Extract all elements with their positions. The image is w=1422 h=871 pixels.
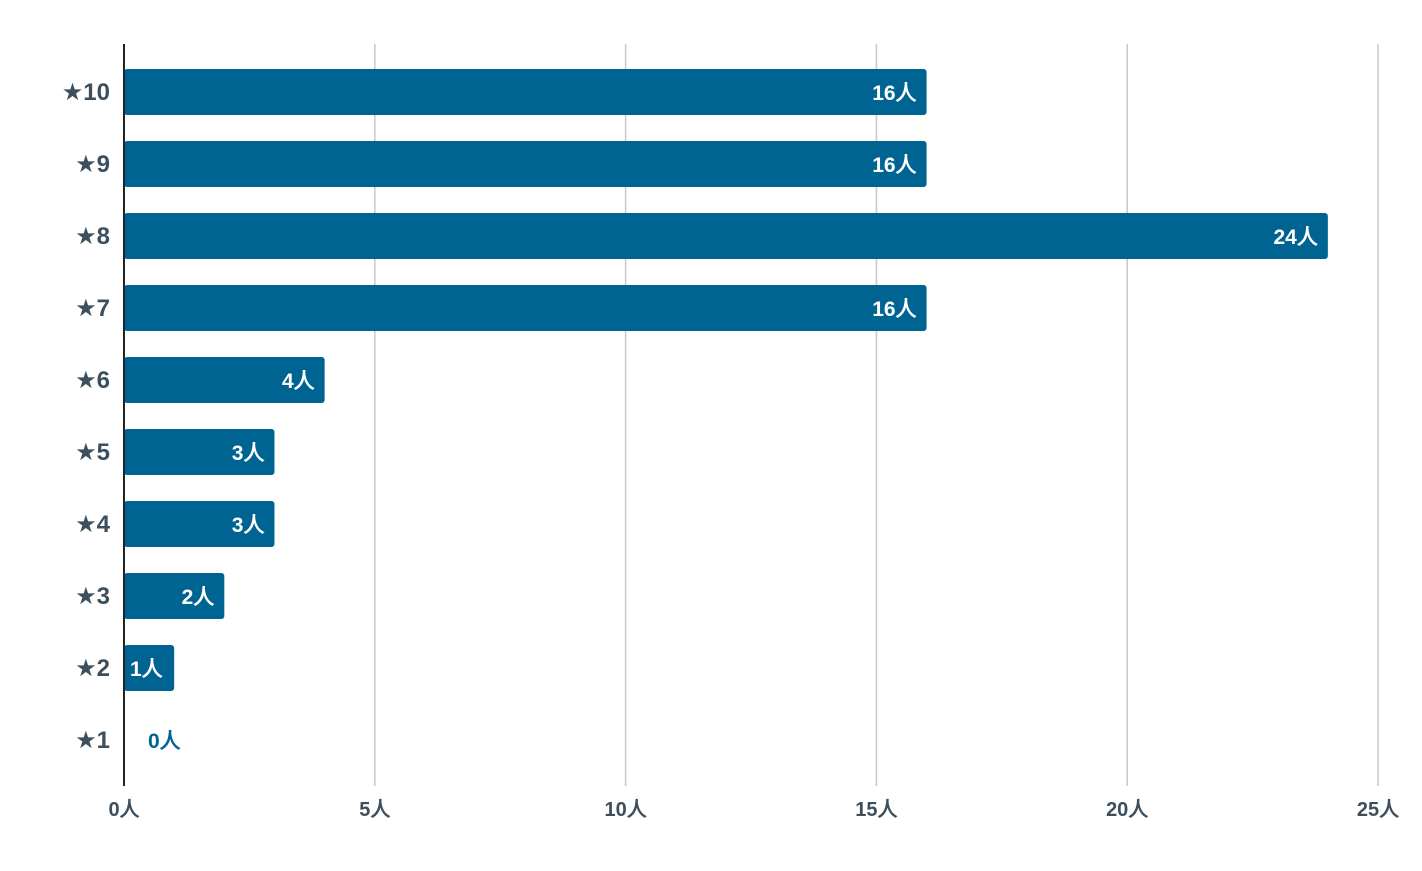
category-label: ★3 (75, 583, 110, 610)
x-tick-label: 20人 (1106, 798, 1149, 821)
bar-value-label: 3人 (232, 514, 265, 537)
x-tick-label: 25人 (1357, 798, 1400, 821)
bar-value-label: 1人 (130, 658, 163, 681)
bar (124, 501, 275, 547)
bar-value-label: 24人 (1273, 226, 1317, 249)
x-tick-label: 15人 (855, 798, 898, 821)
category-label: ★6 (75, 367, 110, 394)
x-tick-label: 0人 (108, 798, 140, 821)
category-label: ★2 (75, 655, 110, 682)
category-label: ★10 (62, 79, 110, 106)
axis-layer: 0人 5人 10人 15人 20人 25人 (108, 44, 1400, 821)
bar (124, 213, 1328, 259)
category-label: ★4 (75, 511, 111, 538)
bar-value-label: 16人 (872, 82, 916, 105)
bar-value-label: 2人 (182, 586, 215, 609)
label-layer: ★10 16人 ★9 16人 ★8 24人 ★7 16人 ★6 4人 ★5 3人 ★4 3人 ★3 2人 ★2 1… (62, 79, 1318, 754)
bar (124, 429, 275, 475)
bar (124, 141, 927, 187)
bar (124, 357, 325, 403)
category-label: ★5 (75, 439, 110, 466)
category-label: ★1 (75, 727, 110, 754)
bar-value-label: 16人 (872, 154, 916, 177)
x-tick-label: 10人 (604, 798, 647, 821)
bar (124, 285, 927, 331)
category-label: ★7 (75, 295, 110, 322)
x-tick-label: 5人 (359, 798, 391, 821)
bar (124, 573, 225, 619)
bar (124, 645, 175, 691)
bar-value-label: 4人 (282, 370, 315, 393)
bar (124, 69, 927, 115)
bar-value-label: 16人 (872, 298, 916, 321)
bar-value-label: 3人 (232, 442, 265, 465)
bar-value-label: 0人 (148, 730, 181, 753)
category-label: ★9 (75, 151, 110, 178)
category-label: ★8 (75, 223, 110, 250)
bar-layer (124, 69, 1328, 691)
